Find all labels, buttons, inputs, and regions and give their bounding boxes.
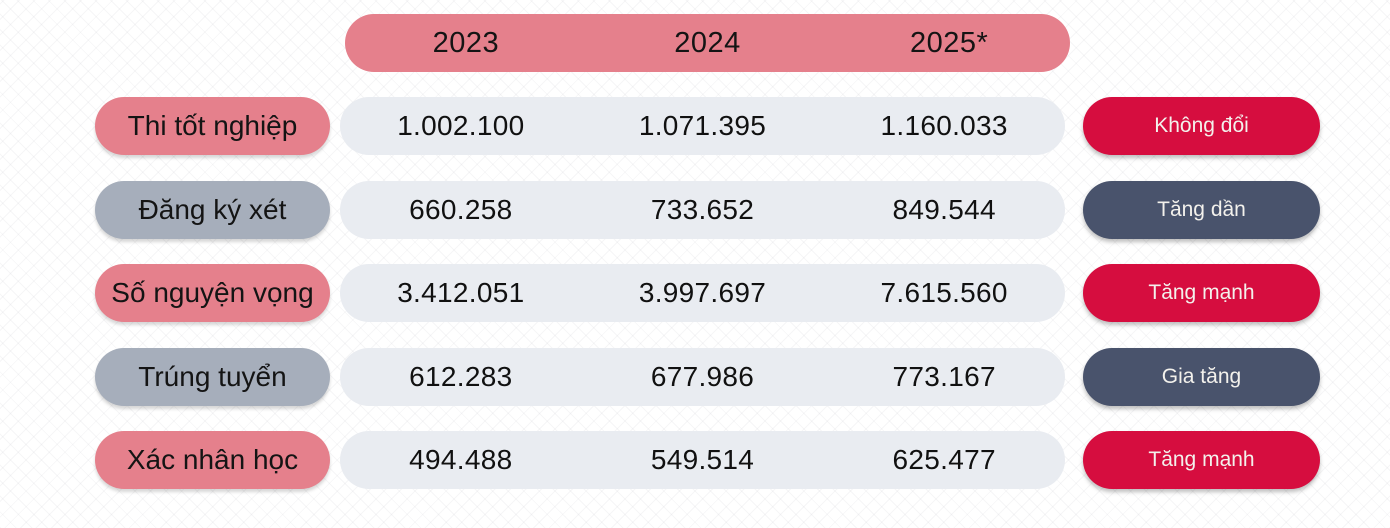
table-row: Trúng tuyển 612.283 677.986 773.167 Gia … [0,347,1390,406]
row-values-pill: 1.002.100 1.071.395 1.160.033 [340,97,1065,155]
year-header-2024: 2024 [674,26,741,59]
status-badge: Tăng dần [1083,180,1320,239]
row-label-pill: Thi tốt nghiệp [95,97,330,155]
table-row: Số nguyện vọng 3.412.051 3.997.697 7.615… [0,264,1390,322]
row-values-pill: 612.283 677.986 773.167 [340,347,1065,406]
value-2025: 849.544 [892,193,996,225]
value-2024: 3.997.697 [638,277,767,308]
status-badge: Không đổi [1083,97,1320,155]
status-label: Tăng mạnh [1148,448,1255,471]
row-label: Đăng ký xét [138,193,287,225]
row-label-pill: Số nguyện vọng [95,264,330,322]
value-2024: 677.986 [650,360,755,392]
value-2025: 625.477 [892,444,996,475]
row-label-pill: Trúng tuyển [95,347,330,406]
status-label: Tăng mạnh [1148,281,1255,304]
year-header-pill: 2023 2024 2025* [345,14,1070,72]
status-badge: Tăng mạnh [1083,264,1320,322]
table-row: Xác nhân học 494.488 549.514 625.477 Tăn… [0,431,1390,489]
value-2023: 1.002.100 [397,110,525,141]
table-rows: Thi tốt nghiệp 1.002.100 1.071.395 1.160… [0,97,1390,515]
value-2025: 1.160.033 [880,110,1008,141]
value-2023: 494.488 [409,444,513,475]
status-label: Gia tăng [1161,364,1242,388]
row-label: Thi tốt nghiệp [127,110,298,141]
row-values-pill: 494.488 549.514 625.477 [340,431,1065,489]
value-2023: 612.283 [409,360,513,392]
row-label: Số nguyện vọng [111,277,314,308]
value-2025: 773.167 [892,360,996,392]
value-2024: 1.071.395 [638,110,767,141]
row-label-pill: Xác nhân học [95,431,330,489]
table-row: Thi tốt nghiệp 1.002.100 1.071.395 1.160… [0,97,1390,155]
status-label: Không đổi [1154,114,1249,137]
value-2024: 549.514 [650,444,755,475]
table-row: Đăng ký xét 660.258 733.652 849.544 Tăng… [0,180,1390,239]
row-label: Xác nhân học [126,444,299,475]
year-header-2025: 2025* [910,26,989,59]
value-2025: 7.615.560 [880,277,1008,308]
status-badge: Gia tăng [1083,347,1320,406]
status-badge: Tăng mạnh [1083,431,1320,489]
row-label-pill: Đăng ký xét [95,180,330,239]
value-2024: 733.652 [650,193,755,225]
row-label: Trúng tuyển [138,360,287,392]
value-2023: 660.258 [409,193,513,225]
year-header-2023: 2023 [432,26,500,59]
row-values-pill: 660.258 733.652 849.544 [340,180,1065,239]
row-values-pill: 3.412.051 3.997.697 7.615.560 [340,264,1065,322]
value-2023: 3.412.051 [397,277,525,308]
status-label: Tăng dần [1157,197,1246,221]
